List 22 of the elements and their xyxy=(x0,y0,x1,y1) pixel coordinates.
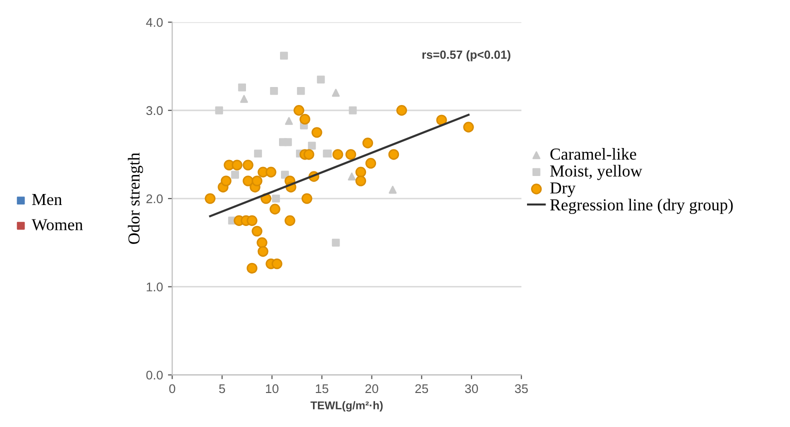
legend-label: Women xyxy=(32,219,83,230)
legend-label: Moist, yellow xyxy=(550,164,642,180)
x-tick-label: 10 xyxy=(266,384,278,394)
x-tick-label: 35 xyxy=(514,384,528,394)
legend-label: Caramel-like xyxy=(550,148,636,160)
y-tick-label: 0.0 xyxy=(146,370,163,380)
annotation: rs=0.57 (p<0.01) xyxy=(422,50,510,62)
x-tick-label: 5 xyxy=(219,384,226,394)
y-tick-label: 4.0 xyxy=(146,18,163,27)
legend-label: Dry xyxy=(550,182,576,197)
y-axis-title: Odor strength xyxy=(128,152,144,244)
y-tick-label: 1.0 xyxy=(146,282,163,292)
y-tick-label: 2.0 xyxy=(146,194,163,204)
x-tick-label: 0 xyxy=(169,384,176,394)
legend-label: Regression line (dry group) xyxy=(550,198,733,214)
x-tick-label: 25 xyxy=(415,384,428,394)
x-tick-label: 15 xyxy=(316,384,328,394)
x-tick-label: 20 xyxy=(365,384,378,394)
x-tick-label: 30 xyxy=(465,384,478,394)
x-axis-title: TEWL(g/m²·h) xyxy=(310,401,383,412)
legend-label: Men xyxy=(32,194,62,206)
y-tick-label: 3.0 xyxy=(146,106,163,116)
